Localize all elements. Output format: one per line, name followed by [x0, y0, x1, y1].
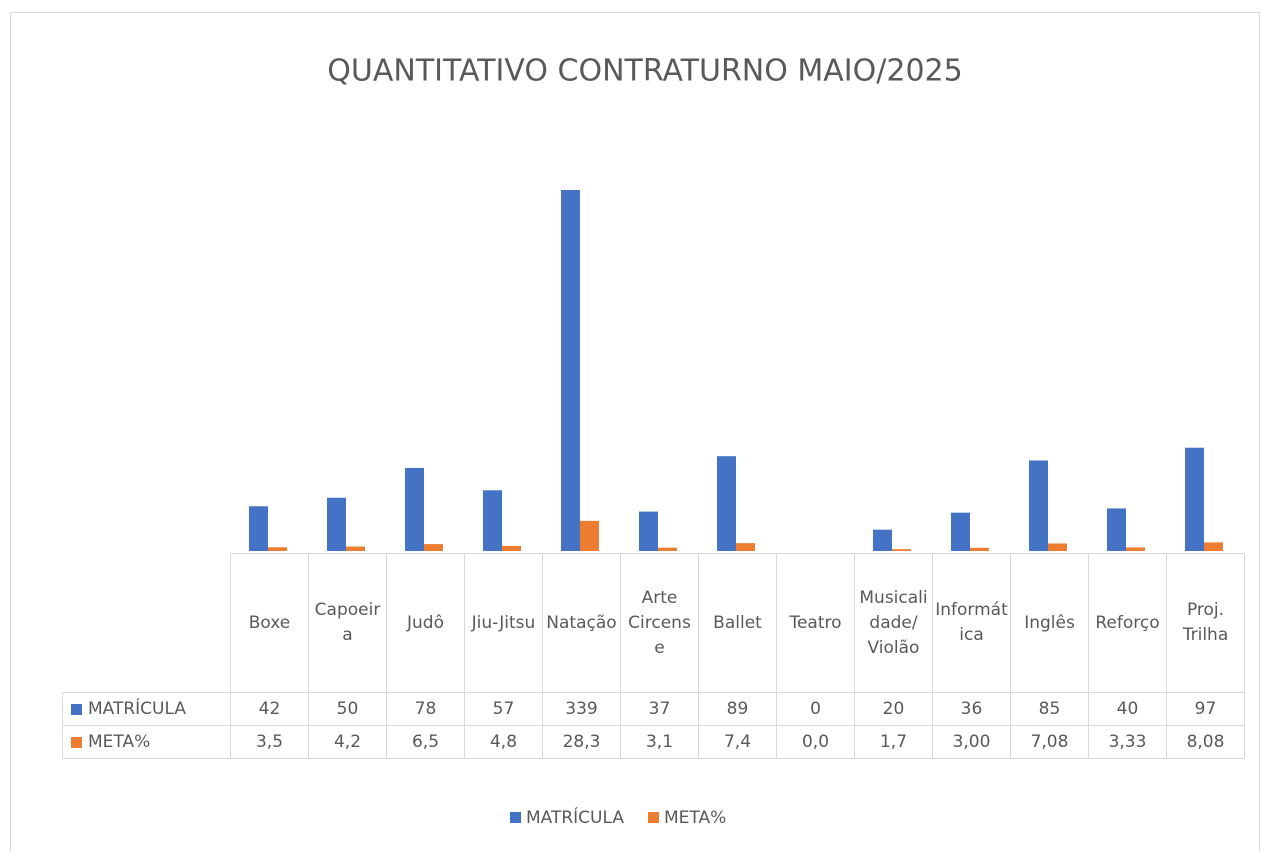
table-key: META%: [62, 725, 231, 759]
legend-label: META%: [664, 808, 726, 828]
table-value: 40: [1088, 692, 1167, 726]
bar: [1185, 447, 1204, 551]
category-cell: Proj. Trilha: [1166, 553, 1245, 693]
table-value: 339: [542, 692, 621, 726]
table-value: 3,00: [932, 725, 1011, 759]
table-key: MATRÍCULA: [62, 692, 231, 726]
category-cell: Ballet: [698, 553, 777, 693]
bar: [502, 545, 521, 551]
legend-swatch: [648, 812, 659, 823]
chart-frame: [10, 12, 1260, 852]
bar: [717, 456, 736, 551]
table-value: 57: [464, 692, 543, 726]
bar: [892, 549, 911, 551]
bar: [970, 547, 989, 551]
legend-swatch: [71, 703, 82, 715]
bar: [1126, 547, 1145, 551]
category-cell: Musicalidade/ Violão: [854, 553, 933, 693]
table-value: 7,08: [1010, 725, 1089, 759]
table-value: 97: [1166, 692, 1245, 726]
bar: [346, 546, 365, 551]
legend-label: MATRÍCULA: [526, 806, 624, 828]
category-cell: Inglês: [1010, 553, 1089, 693]
category-cell: Informática: [932, 553, 1011, 693]
bar: [1048, 543, 1067, 551]
table-value: 0,0: [776, 725, 855, 759]
chart-title: QUANTITATIVO CONTRATURNO MAIO/2025: [327, 54, 962, 89]
bar: [639, 511, 658, 551]
table-value: 50: [308, 692, 387, 726]
table-value: 89: [698, 692, 777, 726]
category-cell: Boxe: [230, 553, 309, 693]
category-cell: Capoeira: [308, 553, 387, 693]
bar: [327, 497, 346, 551]
series-name: META%: [88, 731, 151, 752]
category-cell: Jiu-Jitsu: [464, 553, 543, 693]
table-value: 4,8: [464, 725, 543, 759]
bar: [873, 529, 892, 551]
bar: [1107, 508, 1126, 551]
bar: [736, 543, 755, 551]
table-value: 3,1: [620, 725, 699, 759]
category-cell: Arte Circense: [620, 553, 699, 693]
bar: [561, 190, 580, 551]
table-value: 42: [230, 692, 309, 726]
bar: [424, 544, 443, 551]
table-value: 85: [1010, 692, 1089, 726]
table-value: 78: [386, 692, 465, 726]
table-value: 37: [620, 692, 699, 726]
category-cell: Teatro: [776, 553, 855, 693]
table-value: 28,3: [542, 725, 621, 759]
table-value: 3,33: [1088, 725, 1167, 759]
category-cell: Reforço: [1088, 553, 1167, 693]
bar: [951, 512, 970, 551]
bar: [268, 547, 287, 551]
bar: [580, 520, 599, 551]
table-value: 4,2: [308, 725, 387, 759]
table-value: 3,5: [230, 725, 309, 759]
bar: [1204, 542, 1223, 551]
bar: [658, 547, 677, 551]
table-value: 6,5: [386, 725, 465, 759]
table-value: 20: [854, 692, 933, 726]
bar: [405, 467, 424, 551]
table-value: 1,7: [854, 725, 933, 759]
bar: [249, 506, 268, 551]
bar: [1029, 460, 1048, 551]
legend-swatch: [510, 812, 521, 823]
table-value: 7,4: [698, 725, 777, 759]
table-value: 36: [932, 692, 1011, 726]
table-value: 8,08: [1166, 725, 1245, 759]
series-name: MATRÍCULA: [88, 698, 186, 719]
legend-swatch: [71, 736, 82, 748]
bar: [483, 490, 502, 551]
category-cell: Natação: [542, 553, 621, 693]
category-cell: Judô: [386, 553, 465, 693]
table-value: 0: [776, 692, 855, 726]
